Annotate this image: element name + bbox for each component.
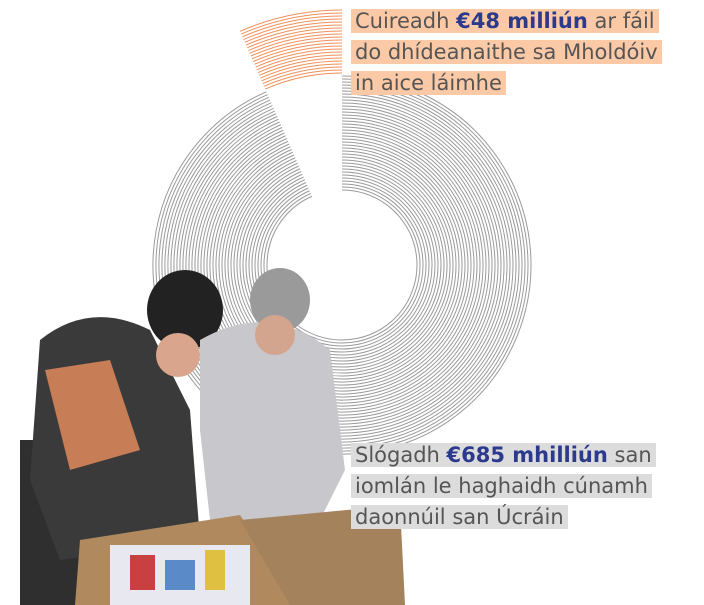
value-label: €685 mhilliún bbox=[447, 443, 608, 467]
value-label: €48 milliún bbox=[456, 9, 588, 33]
callout-ukraine: Slógadh €685 mhilliún san iomlán le hagh… bbox=[351, 440, 701, 533]
photo bbox=[20, 268, 405, 605]
highlight: Cuireadh €48 milliún ar fáil do dhídeana… bbox=[351, 9, 662, 95]
callout-text: Slógadh bbox=[355, 443, 440, 467]
page: Cuireadh €48 milliún ar fáil do dhídeana… bbox=[0, 0, 704, 605]
callout-text: Cuireadh bbox=[355, 9, 449, 33]
callout-moldova: Cuireadh €48 milliún ar fáil do dhídeana… bbox=[351, 6, 681, 99]
highlight: Slógadh €685 mhilliún san iomlán le hagh… bbox=[351, 443, 656, 529]
ring-segment bbox=[240, 10, 342, 89]
